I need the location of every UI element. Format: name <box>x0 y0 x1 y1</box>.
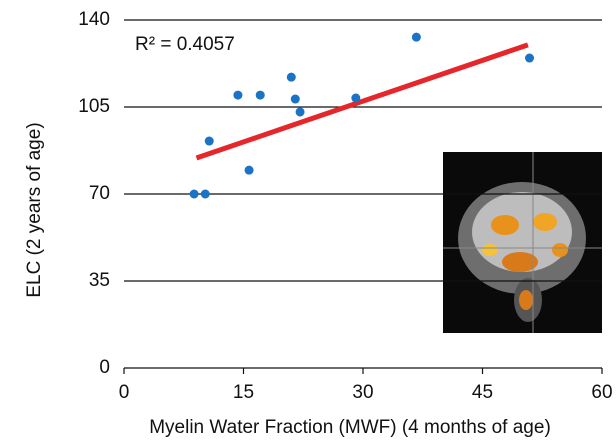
point <box>351 94 360 103</box>
x-tick-label: 15 <box>233 382 254 403</box>
r-squared: R² = 0.4057 <box>135 34 235 55</box>
point <box>201 190 210 199</box>
x-tick-label: 60 <box>591 382 612 403</box>
y-tick-label: 70 <box>89 183 110 204</box>
point <box>412 33 421 42</box>
point <box>291 95 300 104</box>
point <box>256 91 265 100</box>
point <box>525 54 534 63</box>
x-tick-label: 0 <box>119 382 130 403</box>
trendline <box>196 45 527 158</box>
point <box>190 190 199 199</box>
y-tick-label: 35 <box>89 270 110 291</box>
x-axis-label: Myelin Water Fraction (MWF) (4 months of… <box>149 417 551 438</box>
y-tick-label: 105 <box>78 96 110 117</box>
point <box>233 91 242 100</box>
x-tick-label: 45 <box>472 382 493 403</box>
inset-image <box>443 152 602 333</box>
point <box>287 73 296 82</box>
point <box>245 166 254 175</box>
y-axis-label: ELC (2 years of age) <box>24 122 45 297</box>
point <box>205 137 214 146</box>
y-tick-label: 0 <box>99 357 110 378</box>
x-tick-label: 30 <box>352 382 373 403</box>
chart: R² = 0.4057 Myelin Water Fraction (MWF) … <box>0 0 616 445</box>
point <box>296 107 305 116</box>
y-tick-label: 140 <box>78 9 110 30</box>
